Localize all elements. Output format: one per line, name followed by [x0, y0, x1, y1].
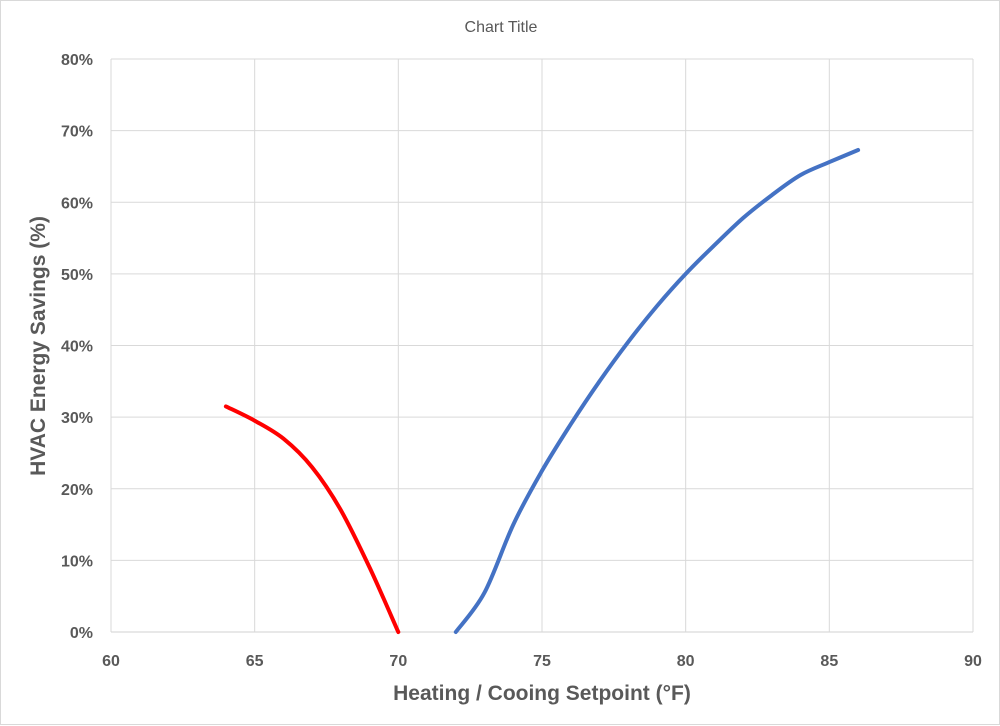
y-tick-label: 30% — [61, 410, 93, 427]
series-layer — [223, 148, 861, 634]
cooling-series-line — [453, 148, 861, 634]
y-tick-labels: 0% 10% 20% 30% 40% 50% 60% 70% 80% — [61, 52, 93, 642]
y-tick-label: 60% — [61, 195, 93, 212]
heating-series-line — [223, 404, 401, 634]
y-tick-label: 0% — [70, 625, 93, 642]
y-tick-label: 50% — [61, 267, 93, 284]
x-tick-label: 80 — [677, 653, 695, 670]
y-axis-label: HVAC Energy Savings (%) — [27, 216, 50, 476]
y-tick-label: 70% — [61, 124, 93, 141]
chart-title: Chart Title — [465, 19, 538, 36]
x-axis-label: Heating / Cooing Setpoint (°F) — [393, 682, 691, 705]
x-tick-label: 75 — [533, 653, 551, 670]
x-tick-label: 60 — [102, 653, 120, 670]
x-tick-label: 90 — [964, 653, 982, 670]
x-tick-label: 85 — [820, 653, 838, 670]
x-tick-labels: 60 65 70 75 80 85 90 — [102, 653, 982, 670]
x-tick-label: 70 — [389, 653, 407, 670]
x-tick-label: 65 — [246, 653, 264, 670]
y-tick-label: 20% — [61, 482, 93, 499]
y-tick-label: 10% — [61, 553, 93, 570]
y-tick-label: 80% — [61, 52, 93, 69]
y-tick-label: 40% — [61, 339, 93, 356]
gridlines — [110, 58, 974, 633]
